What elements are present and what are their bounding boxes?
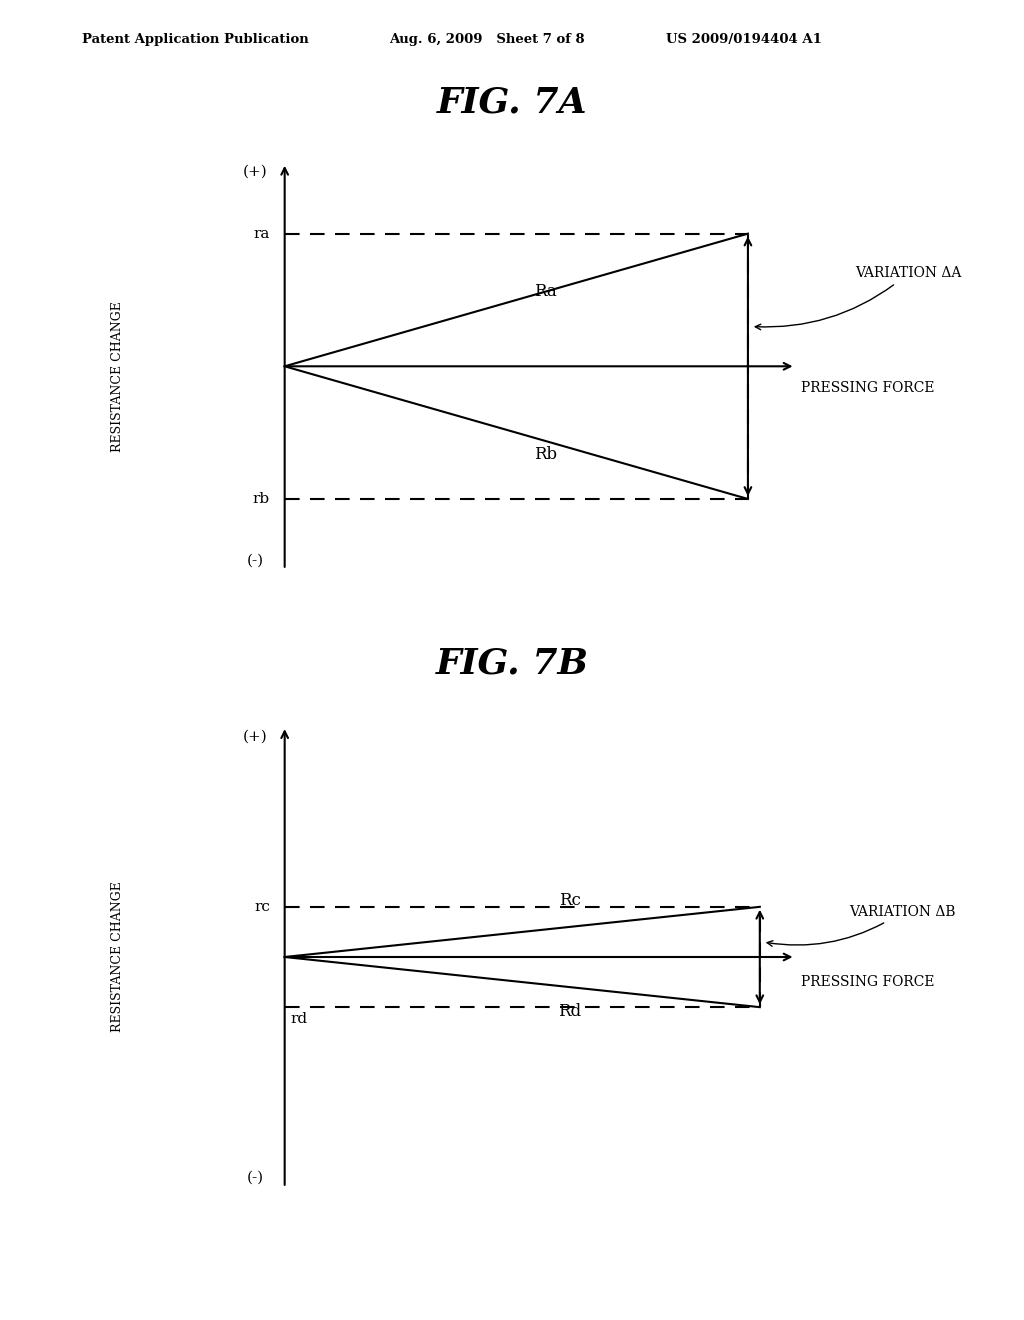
Text: (-): (-) [247, 1171, 263, 1185]
Text: PRESSING FORCE: PRESSING FORCE [802, 975, 935, 989]
Text: ra: ra [254, 227, 270, 240]
Text: Rc: Rc [559, 892, 581, 908]
Text: (-): (-) [247, 554, 263, 568]
Text: PRESSING FORCE: PRESSING FORCE [802, 381, 935, 396]
Text: (+): (+) [243, 165, 267, 178]
Text: FIG. 7A: FIG. 7A [437, 86, 587, 120]
Text: Patent Application Publication: Patent Application Publication [82, 33, 308, 46]
Text: VARIATION ΔB: VARIATION ΔB [767, 904, 955, 946]
Text: rb: rb [253, 492, 270, 506]
Text: RESISTANCE CHANGE: RESISTANCE CHANGE [112, 301, 124, 451]
Text: VARIATION ΔA: VARIATION ΔA [756, 267, 962, 330]
Text: rd: rd [291, 1012, 308, 1026]
Text: US 2009/0194404 A1: US 2009/0194404 A1 [666, 33, 821, 46]
Text: Ra: Ra [535, 282, 557, 300]
Text: RESISTANCE CHANGE: RESISTANCE CHANGE [112, 882, 124, 1032]
Text: FIG. 7B: FIG. 7B [435, 647, 589, 681]
Text: rc: rc [254, 900, 270, 913]
Text: (+): (+) [243, 729, 267, 743]
Text: Rb: Rb [535, 446, 557, 463]
Text: Rd: Rd [558, 1003, 582, 1020]
Text: Aug. 6, 2009   Sheet 7 of 8: Aug. 6, 2009 Sheet 7 of 8 [389, 33, 585, 46]
